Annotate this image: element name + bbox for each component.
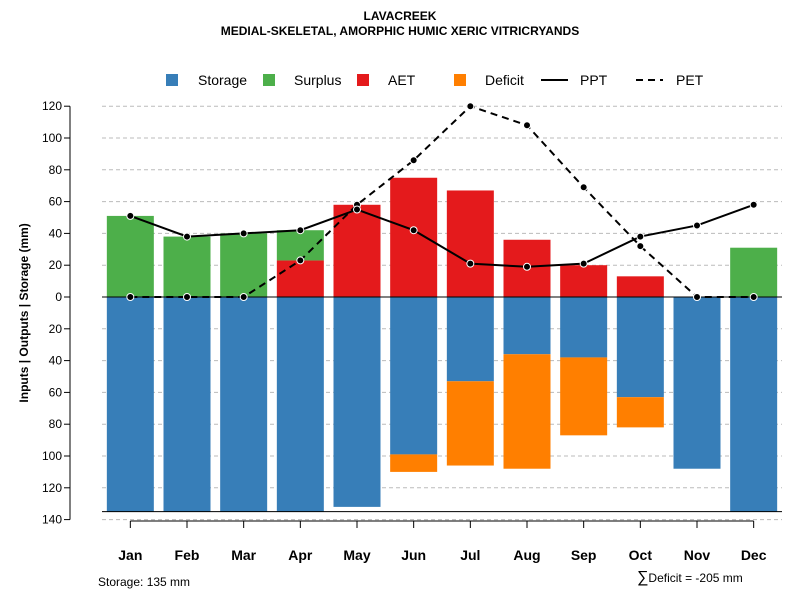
legend-label-deficit: Deficit [485,72,524,88]
deficit-bar-oct [616,397,664,428]
ppt-point-jan [126,211,135,220]
y-tick-label: 60 [49,195,63,209]
aet-bar-jul [446,190,494,297]
storage-bar-mar [220,297,268,512]
storage-bar-apr [276,297,324,512]
ppt-point-jun [409,226,418,235]
ppt-point-dec [749,200,758,209]
x-tick-label-mar: Mar [231,547,256,563]
ppt-point-feb [183,232,191,241]
aet-bar-apr [276,260,324,297]
x-tick-label-jan: Jan [118,547,142,563]
pet-point-jun [409,156,418,165]
storage-bar-feb [163,297,211,512]
deficit-bar-aug [503,354,551,469]
legend-label-aet: AET [388,72,416,88]
y-tick-label: 60 [49,385,63,399]
chart-title: LAVACREEK [363,9,437,23]
deficit-bar-jul [446,381,494,466]
y-tick-label: 100 [42,131,62,145]
ppt-point-nov [693,221,701,230]
pet-point-nov [693,293,701,301]
pet-point-jan [126,293,135,301]
storage-bar-jan [106,297,154,512]
aet-bar-sep [560,265,608,297]
storage-bar-nov [673,297,721,469]
deficit-bar-sep [560,357,608,436]
pet-point-aug [523,121,531,130]
y-tick-label: 100 [42,449,62,463]
pet-point-jul [466,102,475,111]
storage-bar-jun [390,297,438,455]
x-tick-label-aug: Aug [513,547,540,563]
x-tick-label-apr: Apr [288,547,313,563]
x-tick-label-feb: Feb [175,547,200,563]
aet-bar-jun [390,177,438,297]
legend-label-storage: Storage [198,72,247,88]
x-tick-label-jun: Jun [401,547,426,563]
pet-point-oct [636,242,645,251]
ppt-point-sep [579,259,588,268]
deficit-total-label: Deficit = -205 mm [648,571,743,585]
ppt-point-mar [239,229,248,238]
y-tick-label: 0 [55,290,62,304]
legend-swatch-surplus [263,74,275,86]
legend-label-surplus: Surplus [294,72,341,88]
legend-swatch-storage [166,74,178,86]
y-tick-label: 40 [49,354,63,368]
x-tick-label-dec: Dec [741,547,767,563]
y-axis-label: Inputs | Outputs | Storage (mm) [17,223,31,402]
deficit-total-note: ∑Deficit = -205 mm [637,569,743,587]
storage-bar-oct [616,297,664,398]
x-tick-label-sep: Sep [571,547,597,563]
surplus-bar-jan [106,215,154,297]
ppt-series-line [129,203,755,268]
storage-capacity-note: Storage: 135 mm [98,575,191,589]
surplus-bar-apr [276,230,324,261]
y-tick-label: 80 [49,163,63,177]
chart-subtitle: MEDIAL-SKELETAL, AMORPHIC HUMIC XERIC VI… [220,24,580,38]
pet-point-apr [296,256,305,265]
legend-swatch-deficit [454,74,466,86]
x-tick-label-nov: Nov [684,547,711,563]
legend-label-pet: PET [676,72,704,88]
ppt-point-may [353,205,361,214]
pet-point-mar [239,293,248,301]
x-tick-label-may: May [343,547,370,563]
sum-symbol-icon: ∑ [637,569,649,586]
ppt-point-apr [296,226,305,235]
aet-bar-may [333,204,381,297]
pet-point-feb [183,293,191,301]
storage-bar-dec [730,297,778,512]
pet-series-line [130,105,754,298]
y-tick-label: 120 [42,99,62,113]
storage-bar-jul [446,297,494,382]
y-tick-label: 40 [49,226,63,240]
ppt-point-jul [466,259,475,268]
storage-bar-aug [503,297,551,355]
ppt-point-aug [523,262,531,271]
deficit-bar-jun [390,454,438,472]
storage-bar-sep [560,297,608,358]
y-tick-label: 80 [49,417,63,431]
pet-point-sep [579,183,588,192]
x-tick-label-oct: Oct [629,547,653,563]
legend-swatch-aet [357,74,369,86]
pet-point-dec [749,293,758,301]
y-tick-label: 20 [49,322,63,336]
surplus-bar-feb [163,236,211,297]
ppt-point-oct [636,232,645,241]
y-tick-label: 140 [42,513,62,527]
x-tick-label-jul: Jul [460,547,480,563]
y-tick-label: 20 [49,258,63,272]
surplus-bar-dec [730,247,778,297]
legend-label-ppt: PPT [580,72,608,88]
y-tick-label: 120 [42,481,62,495]
storage-bar-may [333,297,381,507]
aet-bar-oct [616,276,664,297]
